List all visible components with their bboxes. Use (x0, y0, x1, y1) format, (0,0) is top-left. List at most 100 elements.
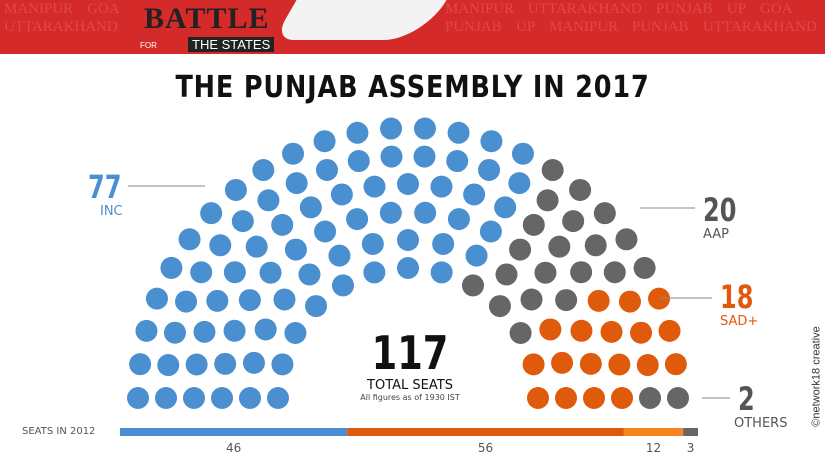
seat-inc (127, 387, 149, 409)
banner-bg-word: UTTARAKHAND (528, 1, 642, 17)
banner-bg-word: MANIPUR (549, 19, 619, 35)
seat-aap (541, 159, 564, 182)
seat-aap (495, 263, 518, 286)
others-seats: 2 (738, 380, 755, 418)
seat-inc (478, 158, 501, 181)
seat-inc (183, 387, 205, 409)
seat-sad-plus (611, 387, 633, 409)
seat-inc (413, 117, 436, 140)
seat-sad-plus (664, 353, 687, 376)
seat-aap (534, 261, 557, 284)
seat-sad-plus (600, 320, 623, 343)
chart-title: THE PUNJAB ASSEMBLY IN 2017 (175, 70, 650, 105)
seat-inc (430, 261, 453, 284)
seat-aap (615, 228, 638, 251)
bar-2012-segment (347, 428, 624, 436)
seat-inc (480, 130, 503, 153)
bar-2012-segment (623, 428, 684, 436)
seat-inc (315, 158, 338, 181)
inc-name: INC (100, 204, 123, 219)
seat-inc (238, 289, 261, 312)
seat-inc (305, 295, 328, 318)
seat-inc (209, 234, 232, 257)
seat-sad-plus (587, 289, 610, 312)
seat-inc (211, 387, 233, 409)
aap-label: 20 AAP (703, 193, 748, 243)
logo-sub: THE STATES (188, 37, 275, 52)
seat-aap (520, 288, 543, 311)
seat-sad-plus (583, 387, 605, 409)
seat-inc (314, 220, 337, 243)
seat-inc (242, 351, 265, 374)
seat-inc (160, 256, 183, 279)
banner-bg-word: MANIPUR (445, 1, 515, 17)
seat-inc (298, 263, 321, 286)
seat-inc (511, 142, 534, 165)
seat-inc (271, 213, 294, 236)
seat-sad-plus (636, 354, 659, 377)
seat-inc (463, 183, 486, 206)
seat-inc (178, 228, 201, 251)
seat-others (639, 387, 661, 409)
seat-inc (397, 173, 419, 195)
inc-seats: 77 (88, 168, 122, 206)
banner-bg-word: PUNJAB (632, 19, 689, 35)
seat-aap (509, 322, 532, 344)
seat-inc (193, 320, 216, 343)
banner-bg-word: GOA (87, 1, 120, 17)
seat-aap (536, 189, 559, 212)
seat-inc (231, 210, 254, 233)
seat-aap (584, 234, 607, 257)
sad-name: SAD+ (720, 314, 759, 329)
seat-aap (548, 235, 571, 258)
seat-inc (284, 322, 307, 344)
seat-inc (223, 261, 246, 284)
seat-inc (284, 238, 307, 261)
seat-inc (257, 189, 280, 212)
seat-inc (245, 235, 268, 258)
seat-inc (267, 387, 289, 409)
seat-inc (361, 232, 384, 255)
seat-inc (465, 244, 488, 267)
banner-bg-word: UTTARAKHAND (703, 19, 817, 35)
seat-inc (285, 172, 308, 195)
banner-bg-word: GOA (760, 1, 793, 17)
seat-aap (462, 274, 484, 297)
bar-2012-label: 12 (646, 441, 661, 455)
seat-inc (380, 117, 403, 140)
total-block: 117 TOTAL SEATS All figures as of 1930 I… (330, 330, 490, 403)
seat-sad-plus (648, 287, 671, 310)
bar-2012-label: 56 (478, 441, 493, 455)
seat-inc (145, 287, 168, 310)
seat-inc (397, 257, 419, 279)
seat-inc (379, 201, 402, 224)
seat-aap (593, 202, 616, 225)
seat-inc (313, 130, 336, 153)
seat-inc (397, 229, 419, 251)
logo-for: FOR (140, 41, 157, 50)
seat-sad-plus (618, 290, 641, 313)
seat-inc (239, 387, 261, 409)
seat-inc (447, 121, 470, 144)
seat-inc (479, 220, 502, 243)
seat-inc (155, 387, 177, 409)
seat-aap (569, 178, 592, 201)
bar-2012-segment (120, 428, 348, 436)
seat-inc (414, 201, 437, 224)
seat-aap (633, 256, 656, 279)
seat-sad-plus (579, 352, 602, 375)
banner-bg-word: PUNJAB (656, 1, 713, 17)
credit: ©network18 creative (810, 326, 823, 427)
seat-aap (570, 261, 593, 284)
seat-aap (603, 261, 626, 284)
sad-label: 18 SAD+ (720, 280, 765, 330)
seat-sad-plus (570, 319, 593, 342)
seat-inc (224, 178, 247, 201)
seat-inc (299, 196, 322, 219)
seat-aap (509, 238, 532, 261)
banner-bg-word: UP (516, 19, 536, 35)
seat-aap (522, 213, 545, 236)
seat-inc (347, 150, 370, 173)
seat-inc (185, 353, 208, 376)
